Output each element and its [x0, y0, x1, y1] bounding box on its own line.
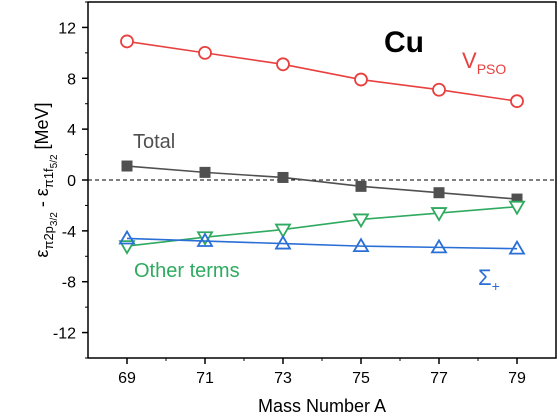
- data-point-square: [355, 180, 367, 192]
- data-point-triangle-down: [352, 213, 370, 229]
- x-tick-label: 77: [430, 370, 448, 387]
- y-title-epsilon1: ε: [32, 250, 52, 258]
- y-tick-label: 12: [58, 20, 76, 37]
- data-point-triangle-up: [196, 232, 214, 247]
- data-point-triangle-down: [508, 200, 526, 216]
- y-title-unit: [MeV]: [32, 102, 52, 154]
- data-point-circle: [198, 45, 212, 60]
- y-title-sub1: π2p: [41, 226, 56, 249]
- data-point-circle: [510, 94, 524, 109]
- series-line: [126, 165, 518, 200]
- sigma-label-main: Σ: [478, 265, 492, 290]
- legend-label-other-terms: Other terms: [134, 260, 240, 282]
- data-point-triangle-up: [118, 229, 136, 245]
- data-point-square: [433, 187, 445, 199]
- y-title-sub1sub: 3/2: [49, 212, 60, 226]
- data-point-square: [511, 193, 523, 205]
- x-tick-label: 73: [274, 370, 292, 387]
- x-tick-label: 71: [196, 370, 214, 387]
- axis-ticks: 69 71 73 75 77 79 -12 -8 -4 0 4 8 12: [53, 1, 526, 387]
- series-line: [126, 40, 518, 102]
- data-point-square: [121, 160, 133, 172]
- y-tick-label: -12: [53, 326, 76, 343]
- y-title-sub2sub: 5/2: [49, 154, 60, 168]
- y-title-sub2: π1f: [41, 168, 56, 188]
- data-point-circle: [276, 57, 290, 72]
- vpso-label-sub: PSO: [477, 61, 507, 77]
- x-axis-title: Mass Number A: [258, 396, 386, 416]
- data-point-circle: [120, 34, 134, 49]
- x-tick-label: 75: [352, 370, 370, 387]
- series-group: [118, 34, 526, 255]
- y-tick-label: -4: [62, 224, 76, 241]
- y-tick-label: 0: [67, 173, 76, 190]
- data-point-triangle-up: [274, 234, 292, 250]
- legend-label-sigma-plus: Σ+: [478, 265, 500, 294]
- y-tick-label: -8: [62, 275, 76, 292]
- legend-label-total: Total: [133, 131, 175, 153]
- x-tick-label: 69: [118, 370, 136, 387]
- series-line: [126, 205, 518, 247]
- data-point-triangle-up: [352, 237, 370, 253]
- legend-label-vpso: VPSO: [462, 48, 506, 77]
- data-point-triangle-down: [430, 207, 448, 222]
- data-point-triangle-down: [274, 223, 292, 239]
- cu-annotation: Cu: [384, 26, 424, 59]
- y-tick-label: 4: [67, 122, 76, 139]
- series-line: [126, 237, 518, 250]
- data-point-circle: [354, 72, 368, 87]
- sigma-label-sub: +: [492, 278, 500, 294]
- data-point-triangle-up: [508, 239, 526, 255]
- y-title-minus: - ε: [32, 188, 52, 212]
- y-axis-title: επ2p3/2 - επ1f5/2 [MeV]: [32, 102, 60, 257]
- x-tick-label: 79: [508, 370, 526, 387]
- data-point-circle: [432, 82, 446, 97]
- data-point-square: [199, 166, 211, 178]
- data-point-triangle-down: [196, 231, 214, 247]
- data-point-triangle-up: [430, 238, 448, 254]
- y-tick-label: 8: [67, 71, 76, 88]
- vpso-label-main: V: [462, 48, 477, 73]
- data-point-square: [277, 171, 289, 183]
